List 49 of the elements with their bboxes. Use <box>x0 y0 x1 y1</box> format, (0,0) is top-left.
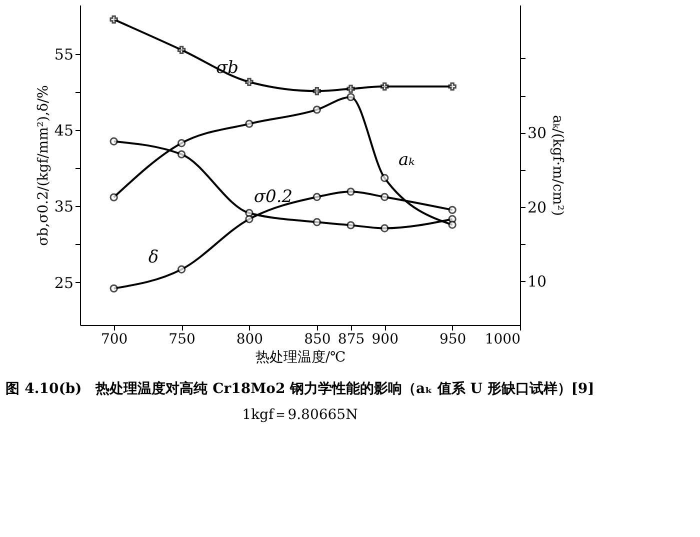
series-label: σ0.2 <box>254 187 293 207</box>
point <box>312 86 322 96</box>
point <box>448 82 456 91</box>
point <box>346 188 355 196</box>
x-axis-title: 热处理温度/℃ <box>255 350 346 366</box>
x-tick-label: 875 <box>338 332 365 348</box>
point <box>245 120 254 128</box>
y-tick-label: 55 <box>54 45 74 64</box>
point <box>177 265 186 274</box>
series-label: aₖ <box>398 150 415 170</box>
x-tick-label: 1000 <box>484 332 520 348</box>
text: 图 4.10(b) 热处理温度对高纯 Cr18Mo2 钢力学性能的影响（aₖ 值系 U 形缺口试样）[9] <box>6 380 594 397</box>
point <box>380 192 389 202</box>
text: 1kgf＝9.80665N <box>242 407 358 423</box>
x-tick-label: 850 <box>304 332 331 348</box>
point <box>312 218 322 226</box>
point <box>245 215 254 224</box>
x-tick-label: 700 <box>100 332 128 348</box>
point <box>312 106 322 114</box>
point <box>346 92 355 102</box>
y2-axis-title: aₖ/(kgf·m/cm²) <box>550 115 566 216</box>
y-axis-title: σb,σ0.2/(kgf/mm²),δ/% <box>35 85 52 246</box>
point <box>110 284 118 293</box>
x-tick-label: 950 <box>439 332 466 348</box>
x-tick-label: 750 <box>168 332 196 348</box>
point <box>448 206 456 214</box>
point <box>245 78 254 86</box>
y-tick-label: 35 <box>54 198 74 216</box>
point <box>110 15 118 24</box>
point <box>448 220 456 229</box>
y2-tick-label: 10 <box>528 272 547 291</box>
y2-tick-label: 30 <box>528 124 547 142</box>
point <box>177 139 186 148</box>
point <box>346 84 355 93</box>
y2-tick-label: 20 <box>528 198 547 216</box>
point <box>110 137 118 146</box>
series-label: δ <box>148 247 159 268</box>
point <box>110 193 118 202</box>
point <box>380 82 389 91</box>
y-tick-label: 25 <box>54 274 74 292</box>
point <box>346 221 355 230</box>
point <box>177 150 186 158</box>
point <box>177 46 186 54</box>
x-tick-label: 900 <box>372 332 398 348</box>
point <box>312 192 322 202</box>
x-tick-label: 800 <box>236 332 264 348</box>
point <box>380 174 389 182</box>
point <box>380 224 389 232</box>
y-tick-label: 45 <box>54 121 74 140</box>
